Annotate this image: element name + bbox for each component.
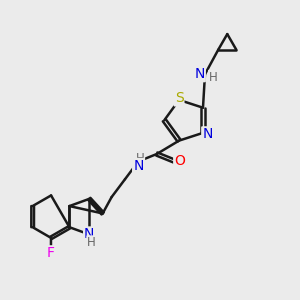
Text: H: H — [209, 71, 218, 84]
Text: O: O — [174, 154, 185, 168]
Text: N: N — [133, 159, 143, 173]
Text: N: N — [84, 227, 94, 242]
Text: H: H — [135, 152, 144, 165]
Text: H: H — [87, 236, 96, 249]
Text: N: N — [194, 67, 205, 81]
Text: S: S — [175, 92, 183, 105]
Text: F: F — [47, 246, 55, 260]
Text: N: N — [202, 127, 213, 141]
